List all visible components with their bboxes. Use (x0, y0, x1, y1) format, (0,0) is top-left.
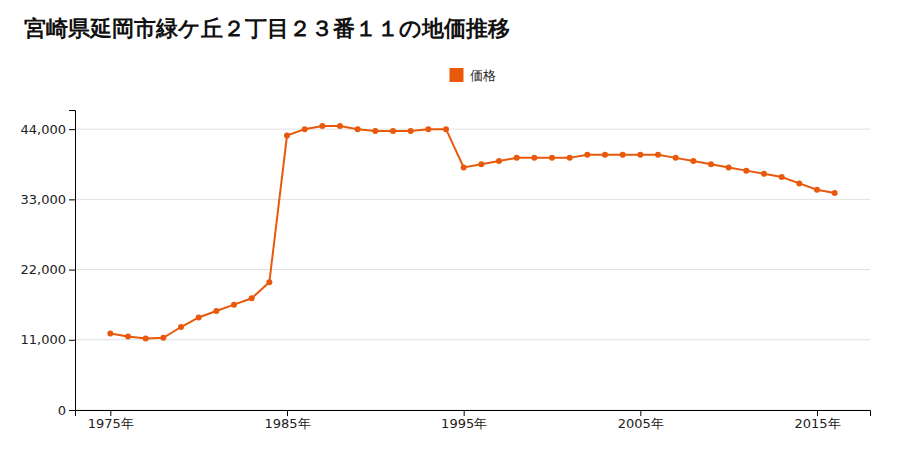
point (107, 330, 113, 336)
grid-line (75, 129, 870, 130)
point (690, 158, 696, 164)
point (620, 152, 626, 158)
point (372, 128, 378, 134)
point (461, 164, 467, 170)
legend-item: 価格 (450, 68, 496, 83)
point (814, 187, 820, 193)
point (390, 128, 396, 134)
tick: 44,000 (21, 122, 76, 137)
tick-mark (640, 410, 641, 416)
grid-line (75, 199, 870, 200)
point (178, 324, 184, 330)
line (110, 126, 834, 339)
point (708, 161, 714, 167)
x-axis: 1975年 1985年 1995年 2005年 2015年 (76, 410, 871, 431)
title: 宮崎県延岡市緑ケ丘２丁目２３番１１の地価推移 (24, 16, 510, 41)
tick-mark (69, 340, 75, 341)
point (302, 126, 308, 132)
point (832, 190, 838, 196)
axis-line (76, 411, 871, 417)
tick-mark (69, 199, 75, 200)
tick: 33,000 (21, 192, 76, 207)
point (779, 174, 785, 180)
point (196, 314, 202, 320)
tick: 1985年 (264, 410, 310, 431)
point (160, 335, 166, 341)
point (637, 152, 643, 158)
point (567, 155, 573, 161)
markers (107, 123, 837, 342)
legend: 価格 (450, 68, 496, 83)
point (337, 123, 343, 129)
tick-mark (287, 410, 288, 416)
legend-label: 価格 (470, 68, 496, 83)
tick: 1975年 (88, 410, 134, 431)
point (319, 123, 325, 129)
tick-label: 1975年 (88, 416, 134, 431)
point (425, 126, 431, 132)
y-axis: 0 11,000 22,000 33,000 44,000 (21, 111, 76, 418)
point (514, 155, 520, 161)
tick: 22,000 (21, 262, 76, 277)
grid-line (75, 339, 870, 340)
legend-swatch (450, 68, 464, 82)
tick-mark (817, 410, 818, 416)
tick-label: 2005年 (618, 416, 664, 431)
axis-line (69, 111, 76, 411)
point (531, 155, 537, 161)
tick-label: 44,000 (21, 122, 67, 137)
point (408, 128, 414, 134)
point (266, 279, 272, 285)
tick: 1995年 (441, 410, 487, 431)
point (143, 336, 149, 342)
point (249, 295, 255, 301)
tick-label: 0 (58, 403, 66, 418)
point (602, 152, 608, 158)
tick-mark (69, 410, 75, 411)
point (673, 155, 679, 161)
tick-label: 1995年 (441, 416, 487, 431)
point (743, 168, 749, 174)
point (549, 155, 555, 161)
point (761, 171, 767, 177)
tick-mark (464, 410, 465, 416)
grid-line (75, 269, 870, 270)
tick-label: 22,000 (21, 262, 67, 277)
point (584, 152, 590, 158)
tick: 2015年 (794, 410, 840, 431)
point (355, 126, 361, 132)
tick-label: 1985年 (264, 416, 310, 431)
point (478, 161, 484, 167)
tick: 2005年 (618, 410, 664, 431)
point (231, 302, 237, 308)
point (284, 133, 290, 139)
point (796, 180, 802, 186)
point (213, 308, 219, 314)
marks (107, 123, 837, 342)
point (125, 334, 131, 340)
tick-label: 2015年 (794, 416, 840, 431)
tick: 11,000 (21, 332, 76, 347)
tick-mark (69, 129, 75, 130)
tick-label: 11,000 (21, 332, 67, 347)
tick-mark (69, 270, 75, 271)
chart: 宮崎県延岡市緑ケ丘２丁目２３番１１の地価推移 1975年 1985年 1995年 200… (0, 0, 900, 450)
point (443, 126, 449, 132)
point (726, 164, 732, 170)
tick: 0 (58, 403, 75, 418)
point (496, 158, 502, 164)
point (655, 152, 661, 158)
tick-label: 33,000 (21, 192, 67, 207)
plot: 1975年 1985年 1995年 2005年 2015年 0 11,000 22,000 33… (21, 111, 871, 432)
tick-mark (110, 410, 111, 416)
